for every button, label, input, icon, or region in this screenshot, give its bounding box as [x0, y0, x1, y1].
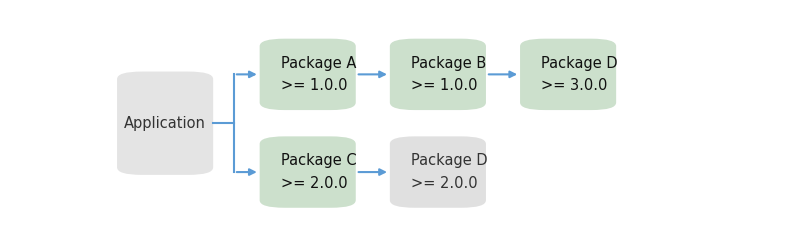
- Text: Package A: Package A: [281, 56, 356, 71]
- Text: Package D: Package D: [411, 153, 488, 168]
- Text: >= 1.0.0: >= 1.0.0: [281, 78, 347, 93]
- Text: >= 2.0.0: >= 2.0.0: [411, 176, 478, 191]
- Text: Package B: Package B: [411, 56, 486, 71]
- Text: Package C: Package C: [281, 153, 357, 168]
- FancyBboxPatch shape: [390, 39, 486, 110]
- FancyBboxPatch shape: [520, 39, 616, 110]
- Text: Application: Application: [124, 116, 206, 131]
- Text: >= 3.0.0: >= 3.0.0: [541, 78, 607, 93]
- FancyBboxPatch shape: [260, 136, 356, 208]
- Text: >= 1.0.0: >= 1.0.0: [411, 78, 478, 93]
- Text: Package D: Package D: [541, 56, 618, 71]
- FancyBboxPatch shape: [260, 39, 356, 110]
- FancyBboxPatch shape: [117, 71, 213, 175]
- FancyBboxPatch shape: [390, 136, 486, 208]
- Text: >= 2.0.0: >= 2.0.0: [281, 176, 347, 191]
